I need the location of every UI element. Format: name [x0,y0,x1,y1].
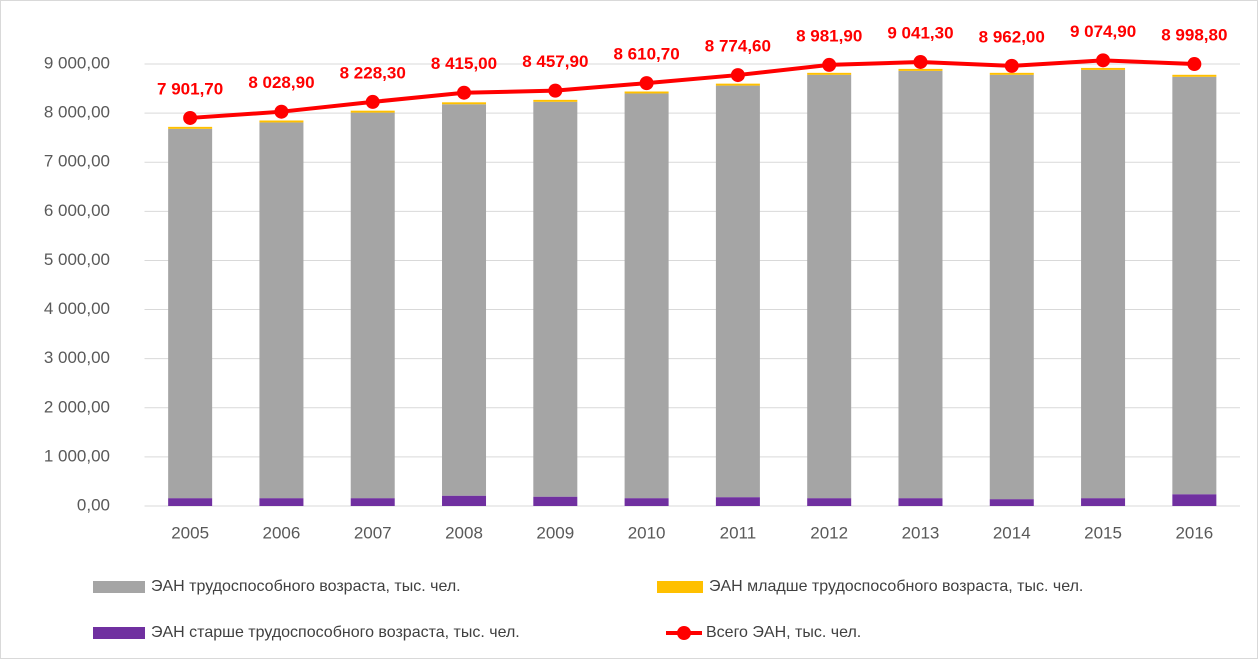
line-point [274,104,289,119]
bar-segment [350,498,395,506]
legend-label: Всего ЭАН, тыс. чел. [706,624,861,641]
legend-marker [677,626,691,640]
line-point [913,54,928,69]
line-point [1004,58,1019,73]
y-tick-label: 2 000,00 [44,397,110,416]
x-tick-label: 2007 [354,523,392,542]
bar-segment [807,74,852,499]
bar-segment [1172,494,1217,506]
bar-segment [715,85,760,498]
line-point [1096,53,1111,68]
y-tick-label: 8 000,00 [44,103,110,122]
legend-swatch [93,627,145,639]
data-label: 8 981,90 [796,26,862,45]
x-tick-label: 2015 [1084,523,1122,542]
bar-segment [259,498,304,506]
bar-segment [989,499,1034,506]
y-tick-label: 5 000,00 [44,250,110,269]
y-tick-label: 3 000,00 [44,348,110,367]
x-tick-label: 2013 [902,523,940,542]
bar-segment [533,101,578,497]
bar-segment [442,495,487,506]
bar-segment [1081,67,1126,70]
bar-segment [898,70,943,499]
line-point [1187,57,1202,72]
legend-swatch [93,581,145,593]
data-label: 8 962,00 [979,27,1045,46]
data-label: 8 457,90 [522,52,588,71]
data-label: 8 415,00 [431,54,497,73]
y-tick-label: 6 000,00 [44,201,110,220]
x-tick-label: 2009 [536,523,574,542]
bar-segment [715,497,760,506]
x-tick-label: 2010 [628,523,666,542]
x-tick-label: 2006 [263,523,301,542]
bar-segment [259,122,304,499]
bar-segment [442,102,487,105]
data-label: 8 998,80 [1161,26,1227,45]
y-tick-label: 7 000,00 [44,152,110,171]
bar-segment [442,104,487,496]
bar-segment [350,110,395,113]
line-point [730,68,745,83]
line-point [639,76,654,91]
bar-segment [807,72,852,75]
data-label: 8 028,90 [248,73,314,92]
bar-segment [350,112,395,499]
bar-segment [989,74,1034,500]
data-label: 7 901,70 [157,79,223,98]
bar-segment [259,120,304,123]
bar-segment [533,99,578,102]
data-label: 9 041,30 [887,23,953,42]
bar-segment [168,126,213,129]
total-line [190,58,1195,120]
bar-segment [624,498,669,506]
legend-label: ЭАН младше трудоспособного возраста, тыс… [709,578,1083,595]
data-label: 9 074,90 [1070,22,1136,41]
x-tick-label: 2012 [810,523,848,542]
legend-swatch [657,581,703,593]
x-tick-label: 2005 [171,523,209,542]
bar-segment [533,496,578,506]
line-point [822,57,837,72]
line-point [457,85,472,100]
y-tick-label: 1 000,00 [44,446,110,465]
bar-segment [1081,498,1126,506]
bar-segment [168,128,213,499]
bar-segment [624,91,669,94]
data-label: 8 774,60 [705,37,771,56]
legend-label: ЭАН старше трудоспособного возраста, тыс… [151,624,520,641]
x-tick-label: 2008 [445,523,483,542]
x-tick-label: 2014 [993,523,1031,542]
y-tick-label: 0,00 [77,495,110,514]
y-tick-label: 4 000,00 [44,299,110,318]
line-point [548,83,563,98]
bar-segment [168,498,213,506]
data-label: 8 228,30 [340,63,406,82]
bar-segment [715,83,760,86]
bar-segment [1081,69,1126,499]
bar-segment [807,498,852,506]
data-label: 8 610,70 [614,45,680,64]
bar-segment [624,93,669,499]
y-tick-label: 9 000,00 [44,53,110,72]
line-point [365,94,380,109]
bar-segment [989,72,1034,75]
bar-segment [1172,74,1217,77]
bar-segment [898,68,943,71]
bar-segment [1172,76,1217,495]
line-point [183,110,198,125]
x-tick-label: 2016 [1175,523,1213,542]
bar-segment [898,498,943,506]
legend-label: ЭАН трудоспособного возраста, тыс. чел. [151,578,461,595]
x-tick-label: 2011 [720,523,757,542]
